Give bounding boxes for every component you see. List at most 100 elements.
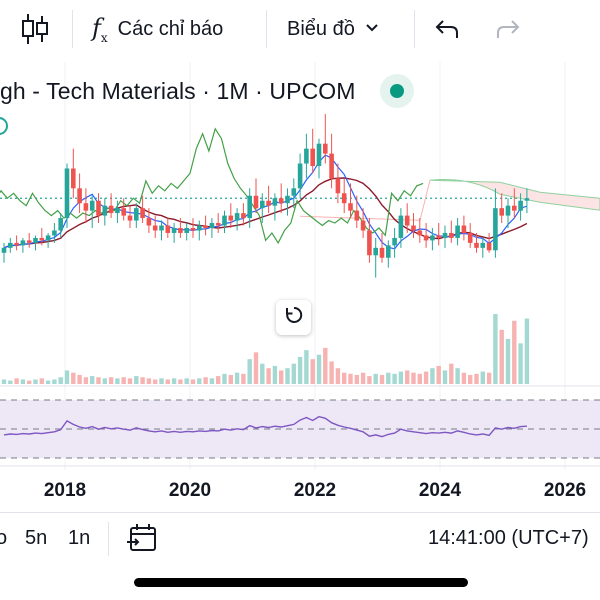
- clock-timezone[interactable]: 14:41:00 (UTC+7): [428, 527, 589, 549]
- candle-body: [398, 215, 404, 238]
- volume-bar: [58, 377, 63, 384]
- volume-bar: [71, 372, 76, 384]
- range-5y-button[interactable]: 5n: [25, 527, 48, 549]
- candle-body: [241, 213, 246, 219]
- candle-body: [348, 203, 353, 211]
- candle-body: [197, 225, 202, 231]
- candle-body: [178, 228, 183, 233]
- volume-bar: [146, 378, 152, 384]
- candle-body: [260, 200, 265, 209]
- volume-bar: [203, 377, 208, 384]
- candle-body: [373, 247, 378, 256]
- range-partial-button[interactable]: o: [0, 527, 8, 549]
- volume-bar: [253, 352, 259, 384]
- range-1y-button[interactable]: 1n: [68, 527, 91, 549]
- candle-body: [524, 198, 530, 201]
- candlesticks: [1, 113, 530, 278]
- volume-bar: [310, 359, 315, 384]
- candle-body: [291, 188, 297, 196]
- volume-bar: [234, 372, 240, 384]
- candle-body: [354, 210, 360, 221]
- volume-bar: [260, 363, 265, 384]
- candle-body: [228, 215, 234, 221]
- volume-bar: [449, 363, 454, 384]
- top-toolbar: fx Các chỉ báo Biểu đồ: [0, 0, 600, 62]
- volume-bar: [241, 373, 246, 384]
- x-axis-label: 2026: [544, 480, 586, 501]
- candles-icon[interactable]: [20, 0, 50, 58]
- redo-icon[interactable]: [494, 0, 520, 58]
- candle-body: [108, 205, 114, 214]
- candle-body: [480, 242, 486, 248]
- volume-bar: [442, 370, 448, 384]
- volume-bar: [209, 378, 215, 384]
- candle-body: [417, 230, 423, 236]
- chart-pane[interactable]: 2018 2020 2022 2024 2026: [0, 62, 600, 502]
- volume-bar: [323, 347, 328, 384]
- reset-chart-button[interactable]: [276, 300, 311, 335]
- candle-body: [272, 198, 278, 206]
- volume-bar: [436, 365, 441, 384]
- toolbar-divider: [414, 10, 415, 48]
- candle-body: [39, 237, 45, 241]
- symbol-title[interactable]: gh - Tech Materials · 1M · UPCOM: [0, 78, 356, 104]
- volume-bar: [480, 371, 485, 384]
- volume-bar: [52, 379, 57, 384]
- lagging-line: [0, 127, 424, 245]
- candle-body: [404, 215, 410, 226]
- candle-body: [8, 242, 13, 248]
- volume-bar: [360, 372, 366, 384]
- candle-body: [499, 208, 504, 216]
- candle-body: [58, 218, 63, 231]
- volume-bar: [499, 329, 504, 384]
- price-chart[interactable]: 2018 2020 2022 2024 2026: [0, 62, 600, 502]
- volume-bar: [518, 343, 523, 384]
- chart-grid: [0, 62, 600, 470]
- candle-body: [253, 195, 259, 209]
- candle-body: [323, 143, 328, 154]
- volume-bar: [430, 368, 435, 384]
- reset-icon: [284, 305, 304, 330]
- volume-bar: [367, 376, 372, 384]
- rsi-pane: [0, 399, 600, 459]
- candle-body: [316, 143, 322, 166]
- chart-menu-label: Biểu đồ: [287, 17, 355, 40]
- candle-body: [71, 168, 76, 189]
- market-status-icon[interactable]: [380, 74, 414, 108]
- chart-menu-button[interactable]: Biểu đồ: [287, 0, 379, 58]
- candle-body: [26, 240, 32, 243]
- candle-body: [83, 203, 89, 211]
- volume-bar: [455, 368, 460, 384]
- candle-body: [1, 247, 7, 253]
- candle-body: [209, 223, 215, 228]
- candle-body: [461, 225, 467, 233]
- volume-bar: [524, 318, 530, 384]
- volume-bar: [20, 379, 26, 384]
- volume-bar: [386, 372, 391, 384]
- function-icon: fx: [92, 13, 108, 45]
- volume-bar: [486, 372, 492, 384]
- rsi-line: [3, 415, 527, 438]
- volume-bar: [348, 373, 353, 384]
- candle-body: [64, 168, 70, 219]
- volume-bar: [461, 372, 467, 384]
- volume-bar: [297, 356, 303, 384]
- undo-icon[interactable]: [435, 0, 461, 58]
- candle-body: [77, 188, 82, 204]
- x-axis-label: 2018: [44, 480, 86, 501]
- toolbar-divider: [72, 10, 73, 48]
- bottom-bar-top-border: [0, 512, 600, 513]
- indicators-button[interactable]: fx Các chỉ báo: [92, 0, 223, 58]
- candle-body: [266, 200, 271, 206]
- candle-body: [297, 163, 303, 189]
- candle-body: [184, 228, 189, 233]
- volume-bars: [1, 314, 530, 384]
- candle-body: [304, 148, 309, 164]
- volume-bar: [27, 380, 32, 384]
- calendar-goto-icon[interactable]: [126, 522, 158, 559]
- volume-bar: [184, 378, 189, 384]
- volume-bar: [64, 370, 70, 384]
- candle-body: [449, 232, 454, 238]
- volume-bar: [178, 379, 183, 384]
- candle-body: [234, 213, 240, 221]
